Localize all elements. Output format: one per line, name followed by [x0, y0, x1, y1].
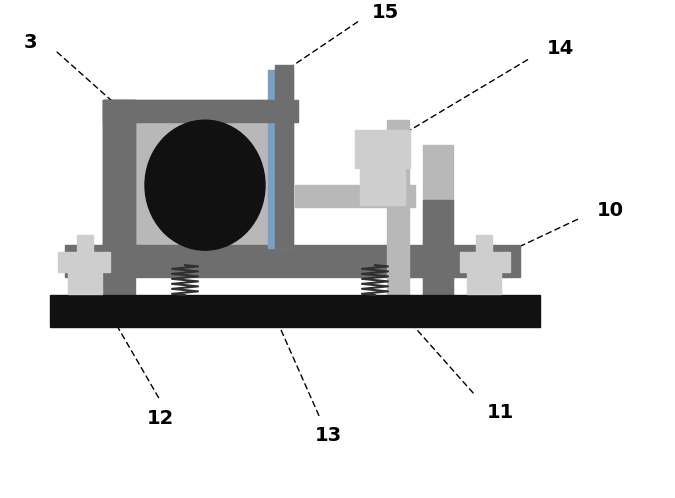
Text: 13: 13: [315, 425, 342, 445]
Text: 15: 15: [371, 3, 399, 22]
Bar: [103, 100, 135, 250]
Bar: [50, 295, 540, 327]
Bar: [103, 100, 135, 295]
Bar: [295, 185, 415, 207]
Bar: [103, 100, 268, 122]
Bar: [467, 270, 501, 294]
Bar: [355, 130, 410, 168]
Text: 14: 14: [546, 39, 574, 58]
Bar: [275, 65, 293, 248]
Bar: [423, 145, 453, 295]
Bar: [77, 235, 93, 285]
Text: 10: 10: [597, 201, 624, 220]
Bar: [103, 100, 298, 122]
Bar: [387, 120, 409, 300]
Bar: [360, 165, 405, 205]
Bar: [268, 70, 293, 248]
Text: 12: 12: [146, 408, 173, 428]
Bar: [58, 252, 110, 272]
Text: 11: 11: [487, 402, 514, 421]
Bar: [423, 200, 453, 295]
Bar: [103, 100, 135, 248]
Bar: [68, 270, 102, 294]
Ellipse shape: [145, 120, 265, 250]
Bar: [460, 252, 510, 272]
Bar: [65, 245, 520, 277]
Bar: [103, 100, 283, 248]
Bar: [476, 235, 492, 285]
Text: 3: 3: [23, 33, 36, 52]
